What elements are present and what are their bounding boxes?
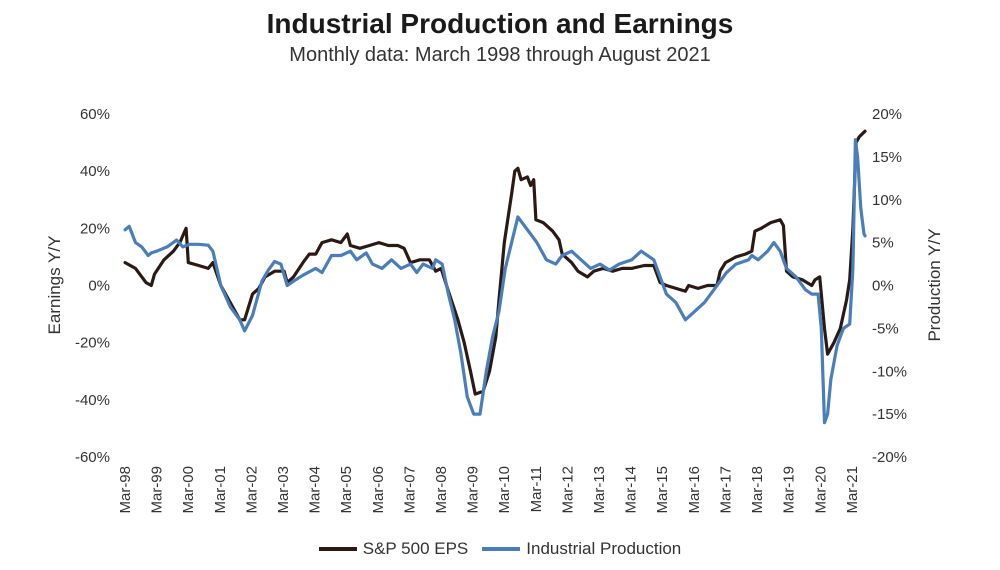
- y-right-tick-label: -15%: [872, 406, 907, 423]
- x-tick-label: Mar-05: [338, 466, 355, 514]
- y-left-tick-label: -20%: [75, 335, 110, 352]
- legend-swatch-industrial-production: [482, 547, 521, 551]
- x-tick-label: Mar-04: [307, 466, 324, 514]
- legend: S&P 500 EPS Industrial Production: [0, 539, 1000, 559]
- x-tick-label: Mar-08: [433, 466, 450, 514]
- x-tick-label: Mar-11: [528, 466, 545, 512]
- x-tick-label: Mar-07: [401, 466, 418, 514]
- y-right-tick-label: 15%: [872, 149, 902, 166]
- y-right-tick-label: 10%: [872, 192, 902, 209]
- y-left-tick-label: 60%: [80, 106, 110, 123]
- x-tick-label: Mar-06: [370, 466, 387, 514]
- legend-item-eps: S&P 500 EPS: [318, 539, 469, 559]
- x-tick-label: Mar-01: [212, 466, 229, 514]
- x-tick-label: Mar-18: [749, 466, 766, 514]
- x-tick-label: Mar-19: [781, 466, 798, 514]
- legend-swatch-eps: [318, 547, 357, 551]
- x-tick-label: Mar-02: [243, 466, 260, 514]
- x-tick-label: Mar-03: [275, 466, 292, 514]
- legend-label-eps: S&P 500 EPS: [362, 539, 469, 558]
- y-right-tick-label: 0%: [872, 278, 894, 295]
- x-tick-label: Mar-99: [149, 466, 166, 514]
- y-right-tick-label: 20%: [872, 106, 902, 123]
- x-tick-label: Mar-09: [465, 466, 482, 514]
- x-tick-label: Mar-16: [686, 466, 703, 514]
- x-tick-label: Mar-10: [496, 466, 513, 514]
- x-tick-label: Mar-00: [180, 466, 197, 514]
- x-tick-label: Mar-12: [559, 466, 576, 514]
- y-left-tick-label: 40%: [80, 163, 110, 180]
- y-right-tick-label: 5%: [872, 235, 894, 252]
- x-tick-label: Mar-20: [812, 466, 829, 514]
- x-tick-label: Mar-14: [623, 466, 640, 514]
- legend-label-industrial-production: Industrial Production: [526, 539, 682, 558]
- y-left-tick-label: 0%: [88, 278, 110, 295]
- chart-title: Industrial Production and Earnings: [266, 8, 734, 39]
- y-axis-left-label: Earnings Y/Y: [45, 236, 64, 335]
- series-line-sp500-eps: [123, 129, 867, 396]
- y-left-tick-label: -40%: [75, 392, 110, 409]
- y-right-tick-label: -5%: [872, 320, 899, 337]
- x-tick-label: Mar-21: [844, 466, 861, 514]
- x-tick-label: Mar-15: [654, 466, 671, 514]
- y-left-tick-label: 20%: [80, 220, 110, 237]
- y-left-tick-label: -60%: [75, 449, 110, 466]
- x-tick-label: Mar-17: [717, 466, 734, 514]
- legend-item-industrial-production: Industrial Production: [482, 539, 681, 559]
- x-tick-label: Mar-98: [117, 466, 134, 514]
- chart-subtitle: Monthly data: March 1998 through August …: [289, 44, 711, 66]
- x-tick-label: Mar-13: [591, 466, 608, 514]
- series-line-industrial-production: [123, 138, 867, 425]
- y-right-tick-label: -20%: [872, 449, 907, 466]
- y-axis-right-label: Production Y/Y: [925, 228, 944, 341]
- y-right-tick-label: -10%: [872, 363, 907, 380]
